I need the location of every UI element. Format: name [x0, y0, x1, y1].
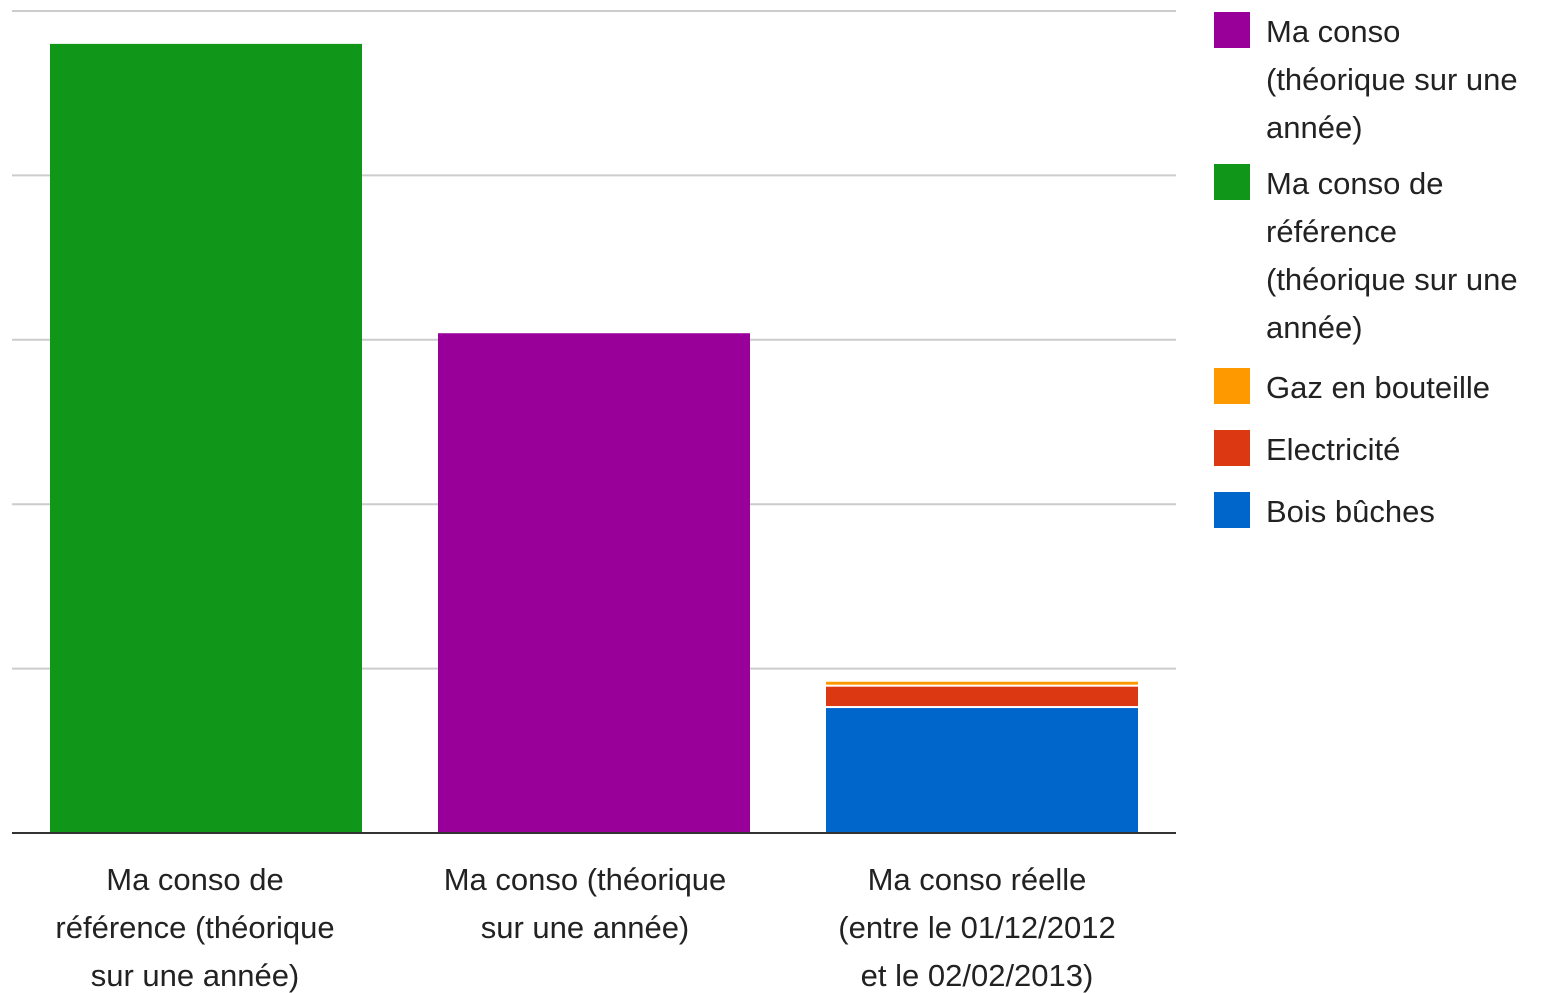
- legend-swatch-ma-conso: [1214, 12, 1250, 48]
- legend-label-ma-conso: Ma conso (théorique sur une année): [1266, 14, 1518, 145]
- x-tick-label-3: Ma conso réelle (entre le 01/12/2012 et …: [838, 862, 1116, 993]
- bar-3-bois-buches[interactable]: [826, 708, 1138, 833]
- legend-item-bois-buches[interactable]: Bois bûches: [1214, 488, 1544, 536]
- legend-item-gaz-en-bouteille[interactable]: Gaz en bouteille: [1214, 364, 1544, 412]
- legend-label-ma-conso-reference: Ma conso de référence (théorique sur une…: [1266, 166, 1518, 345]
- legend-label-electricite: Electricité: [1266, 432, 1401, 467]
- bar-3-gaz-en-bouteille[interactable]: [826, 681, 1138, 685]
- bar-2-ma-conso-theorique-sur-une-annee[interactable]: [438, 333, 750, 833]
- legend-item-ma-conso-reference[interactable]: Ma conso de référence (théorique sur une…: [1214, 160, 1544, 352]
- x-tick-label-1: Ma conso de référence (théorique sur une…: [55, 862, 335, 993]
- legend-item-electricite[interactable]: Electricité: [1214, 426, 1544, 474]
- legend: Ma conso (théorique sur une année) Ma co…: [1214, 8, 1544, 536]
- legend-swatch-gaz-en-bouteille: [1214, 368, 1250, 404]
- legend-swatch-ma-conso-reference: [1214, 164, 1250, 200]
- bar-3-electricite[interactable]: [826, 686, 1138, 707]
- legend-item-ma-conso[interactable]: Ma conso (théorique sur une année): [1214, 8, 1544, 152]
- legend-label-bois-buches: Bois bûches: [1266, 494, 1435, 529]
- legend-swatch-bois-buches: [1214, 492, 1250, 528]
- legend-swatch-electricite: [1214, 430, 1250, 466]
- bars: [50, 43, 1138, 833]
- bar-1-ma-conso-de-reference-theorique-sur-une-annee[interactable]: [50, 43, 362, 833]
- x-tick-label-2: Ma conso (théorique sur une année): [443, 862, 727, 945]
- legend-label-gaz-en-bouteille: Gaz en bouteille: [1266, 370, 1491, 405]
